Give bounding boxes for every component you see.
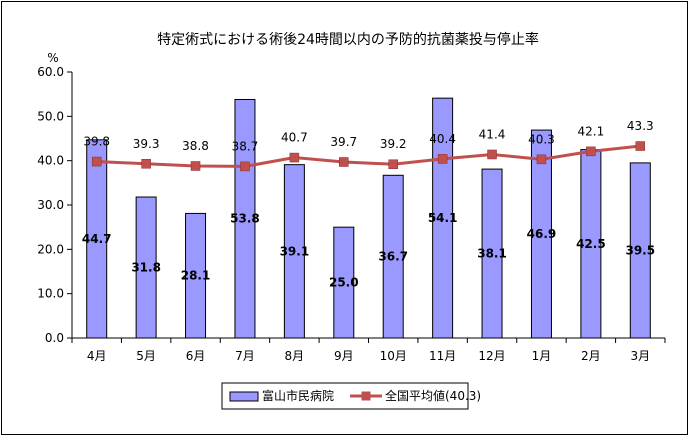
- x-tick-label: 10月: [380, 349, 407, 363]
- line-marker: [190, 161, 201, 171]
- line-data-label: 42.1: [578, 124, 605, 138]
- bar: [86, 139, 108, 339]
- y-tick-label: 10.0: [37, 287, 64, 301]
- line-data-label: 40.3: [528, 132, 555, 146]
- y-tick-label: 30.0: [37, 198, 64, 212]
- line-data-label: 41.4: [479, 127, 506, 141]
- x-tick-label: 3月: [630, 349, 650, 363]
- bar-data-label: 54.1: [428, 211, 458, 225]
- average-line: [96, 144, 641, 168]
- y-axis-unit: %: [47, 51, 58, 65]
- x-tick-label: 1月: [532, 349, 552, 363]
- x-tick-label: 5月: [136, 349, 156, 363]
- legend-label-line: 全国平均値(40.3): [385, 388, 481, 403]
- bar-data-label: 31.8: [131, 261, 161, 275]
- bar-data-label: 25.0: [329, 276, 359, 290]
- legend-box: [221, 382, 469, 410]
- y-tick-label: 20.0: [37, 242, 64, 256]
- x-tick-label: 8月: [285, 349, 305, 363]
- bar-data-label: 44.7: [82, 232, 112, 246]
- legend-label-bar: 富山市民病院: [262, 388, 334, 403]
- bar-data-label: 36.7: [378, 250, 408, 264]
- line-data-label: 39.8: [83, 135, 110, 149]
- line-marker: [240, 161, 250, 172]
- line-marker: [289, 152, 300, 163]
- line-marker: [487, 149, 497, 160]
- line-data-label: 38.8: [182, 139, 209, 153]
- y-tick-label: 60.0: [37, 65, 64, 79]
- bar-data-label: 42.5: [576, 237, 606, 251]
- bar: [382, 174, 404, 339]
- line-data-label: 39.2: [380, 137, 407, 151]
- line-marker: [635, 141, 646, 151]
- bar: [283, 164, 305, 339]
- y-tick-label: 50.0: [37, 109, 64, 123]
- x-tick-label: 12月: [478, 349, 505, 363]
- y-tick-label: 0.0: [45, 331, 64, 345]
- line-data-label: 39.3: [133, 137, 160, 151]
- x-tick-label: 11月: [429, 349, 456, 363]
- bar-data-label: 46.9: [527, 227, 557, 241]
- legend-line-marker: [361, 391, 371, 401]
- x-tick-label: 2月: [581, 349, 601, 363]
- line-data-label: 40.7: [281, 131, 308, 145]
- bar: [333, 226, 355, 339]
- line-data-label: 39.7: [330, 135, 357, 149]
- line-marker: [141, 159, 151, 169]
- bar-data-label: 53.8: [230, 212, 260, 226]
- line-marker: [388, 159, 398, 169]
- bar-data-label: 39.5: [625, 243, 655, 257]
- y-tick-label: 40.0: [37, 154, 64, 168]
- bar-data-label: 39.1: [280, 244, 310, 258]
- line-data-label: 43.3: [627, 119, 654, 133]
- x-tick-label: 7月: [235, 349, 255, 363]
- line-data-label: 40.4: [429, 132, 456, 146]
- bar: [135, 196, 157, 339]
- line-data-label: 38.7: [232, 139, 259, 153]
- chart-title: 特定術式における術後24時間以内の予防的抗菌薬投与停止率: [157, 31, 539, 48]
- x-tick-label: 6月: [186, 349, 206, 363]
- line-marker: [91, 156, 102, 167]
- bar: [530, 129, 552, 339]
- plot-area: 0.0 10.0 20.0 30.0 40.0 50.0 60.0 4月 5月 6月 7月 8月 9月 1…: [37, 65, 666, 363]
- bar: [234, 98, 256, 339]
- legend-bar-swatch: [229, 391, 259, 402]
- line-marker: [536, 154, 547, 165]
- x-tick-label: 9月: [334, 349, 354, 363]
- line-marker: [586, 146, 596, 157]
- bar: [629, 162, 651, 339]
- bar: [185, 212, 207, 339]
- line-marker: [339, 157, 349, 167]
- bar: [481, 168, 503, 339]
- line-marker: [437, 154, 448, 164]
- bar-data-label: 28.1: [181, 269, 211, 283]
- legend: 富山市民病院 全国平均値(40.3): [221, 382, 481, 410]
- bar-data-label: 38.1: [477, 247, 507, 261]
- x-tick-label: 4月: [87, 349, 107, 363]
